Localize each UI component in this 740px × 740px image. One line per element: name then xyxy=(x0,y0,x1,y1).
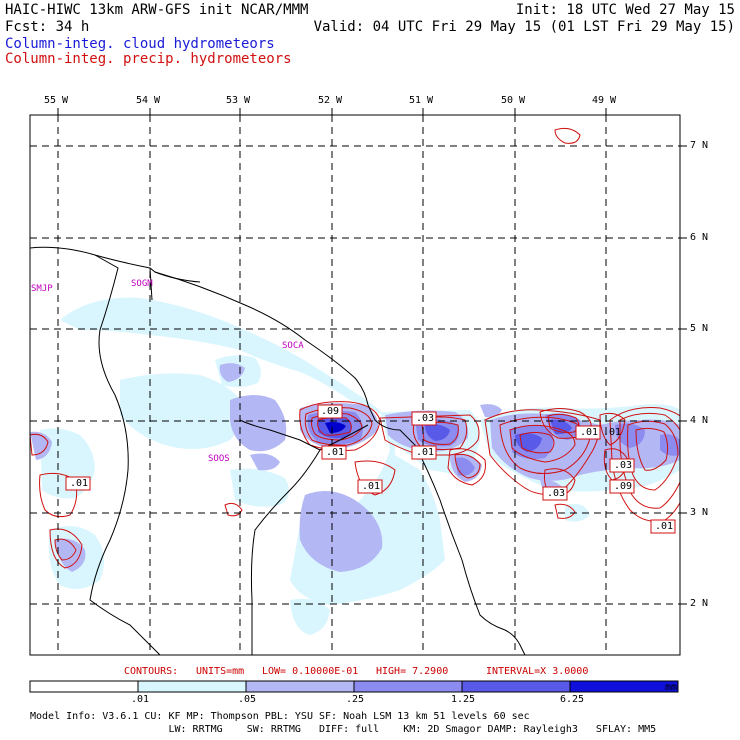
lat-label-6n: 6 N xyxy=(690,232,709,243)
lat-label-3n: 3 N xyxy=(690,507,709,518)
lon-label-53w: 53 W xyxy=(226,95,251,106)
colorbar-tick: 1.25 xyxy=(451,694,476,705)
contour-label: .01 xyxy=(326,447,345,458)
contours-title: CONTOURS: xyxy=(124,666,179,677)
valid-time: Valid: 04 UTC Fri 29 May 15 (01 LST Fri … xyxy=(313,19,735,35)
contour-label: .01 xyxy=(70,478,89,489)
cloud-shading-max xyxy=(325,422,346,433)
colorbar-tick: 6.25 xyxy=(560,694,585,705)
header-title: HAIC-HIWC 13km ARW-GFS init NCAR/MMM xyxy=(5,2,309,18)
contour-label: .03 xyxy=(547,488,566,499)
contour-label: .09 xyxy=(321,406,340,417)
colorbar-tick: .01 xyxy=(131,694,150,705)
init-time: Init: 18 UTC Wed 27 May 15 xyxy=(515,2,735,18)
lon-label-54w: 54 W xyxy=(136,95,161,106)
contour-label: .01 xyxy=(580,427,599,438)
lat-label-5n: 5 N xyxy=(690,323,709,334)
model-info-line2: LW: RRTMG SW: RRTMG DIFF: full KM: 2D Sm… xyxy=(30,724,657,735)
lon-label-49w: 49 W xyxy=(592,95,617,106)
contour-label: .03 xyxy=(614,460,633,471)
contour-label: .01 xyxy=(362,481,381,492)
coastline xyxy=(30,246,526,655)
lon-label-55w: 55 W xyxy=(44,95,69,106)
station-label-soca: SOCA xyxy=(282,341,304,351)
model-info-line1: Model Info: V3.6.1 CU: KF MP: Thompson P… xyxy=(30,711,530,722)
lat-label-2n: 2 N xyxy=(690,598,709,609)
forecast-hour: Fcst: 34 h xyxy=(5,19,90,35)
lat-label-4n: 4 N xyxy=(690,415,709,426)
station-label-sogm: SOGM xyxy=(131,279,153,289)
station-label-smjp: SMJP xyxy=(31,284,53,294)
plot-frame xyxy=(29,114,681,656)
contours-units: UNITS=mm xyxy=(196,666,245,677)
graticule xyxy=(30,115,680,655)
lon-label-51w: 51 W xyxy=(409,95,434,106)
tick-marks xyxy=(57,108,687,605)
lon-label-50w: 50 W xyxy=(501,95,526,106)
contour-label-boxes xyxy=(65,404,676,534)
contour-label: .09 xyxy=(614,481,633,492)
legend-precip-label: Column-integ. precip. hydrometeors xyxy=(5,51,292,67)
legend-cloud-label: Column-integ. cloud hydrometeors xyxy=(5,36,275,52)
colorbar xyxy=(29,680,679,693)
contour-label: .01 xyxy=(603,427,622,438)
colorbar-segment xyxy=(461,680,571,693)
colorbar-segment xyxy=(353,680,463,693)
colorbar-tick: .05 xyxy=(238,694,257,705)
station-label-soos: SOOS xyxy=(208,454,230,464)
colorbar-segment xyxy=(569,680,679,693)
lon-label-52w: 52 W xyxy=(318,95,343,106)
colorbar-segment xyxy=(245,680,355,693)
contour-label: .01 xyxy=(416,447,435,458)
map-content xyxy=(30,115,680,655)
lat-label-7n: 7 N xyxy=(690,140,709,151)
contours-high: HIGH= 7.2900 xyxy=(376,666,449,677)
colorbar-segment xyxy=(29,680,139,693)
colorbar-units: mm xyxy=(665,682,678,693)
colorbar-segment xyxy=(137,680,247,693)
contours-interval: INTERVAL=X 3.0000 xyxy=(486,666,589,677)
contour-label: .03 xyxy=(416,413,435,424)
contours-low: LOW= 0.10000E-01 xyxy=(262,666,359,677)
contour-label: .01 xyxy=(655,521,674,532)
colorbar-tick: .25 xyxy=(346,694,365,705)
